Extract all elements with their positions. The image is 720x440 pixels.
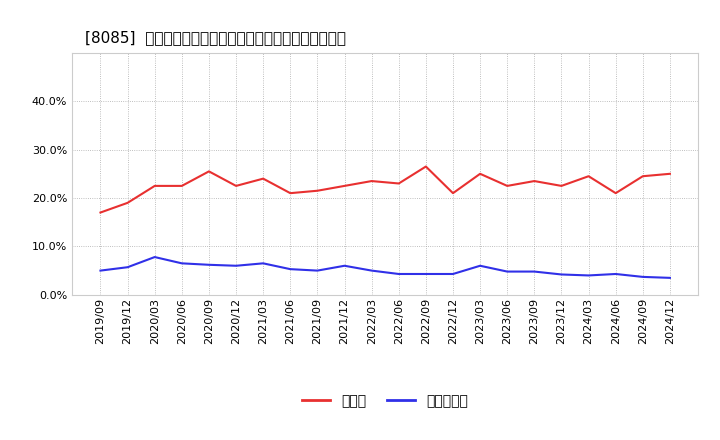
有利子負債	[584, 273, 593, 278]
有利子負債	[611, 271, 620, 277]
Text: [8085]  現預金、有利子負債の総資産に対する比率の推移: [8085] 現預金、有利子負債の総資産に対する比率の推移	[84, 29, 346, 45]
有利子負債	[232, 263, 240, 268]
有利子負債	[665, 275, 674, 281]
有利子負債	[259, 260, 268, 266]
有利子負債	[178, 260, 186, 266]
有利子負債	[96, 268, 105, 273]
有利子負債	[557, 272, 566, 277]
現預金	[123, 200, 132, 205]
有利子負債	[313, 268, 322, 273]
有利子負債	[503, 269, 511, 274]
現預金	[421, 164, 430, 169]
現預金	[639, 173, 647, 179]
現預金	[395, 181, 403, 186]
現預金	[584, 173, 593, 179]
現預金	[341, 183, 349, 188]
現預金	[367, 179, 376, 184]
有利子負債	[150, 254, 159, 260]
現預金	[259, 176, 268, 181]
現預金	[313, 188, 322, 194]
有利子負債	[449, 271, 457, 277]
Line: 有利子負債: 有利子負債	[101, 257, 670, 278]
有利子負債	[341, 263, 349, 268]
現預金	[204, 169, 213, 174]
有利子負債	[530, 269, 539, 274]
有利子負債	[367, 268, 376, 273]
現預金	[96, 210, 105, 215]
有利子負債	[421, 271, 430, 277]
現預金	[150, 183, 159, 188]
Line: 現預金: 現預金	[101, 166, 670, 213]
現預金	[178, 183, 186, 188]
現預金	[611, 191, 620, 196]
有利子負債	[204, 262, 213, 268]
有利子負債	[123, 264, 132, 270]
現預金	[449, 191, 457, 196]
現預金	[557, 183, 566, 188]
Legend: 現預金, 有利子負債: 現預金, 有利子負債	[297, 389, 474, 414]
現預金	[665, 171, 674, 176]
有利子負債	[395, 271, 403, 277]
有利子負債	[639, 274, 647, 279]
現預金	[530, 179, 539, 184]
有利子負債	[476, 263, 485, 268]
現預金	[476, 171, 485, 176]
現預金	[286, 191, 294, 196]
現預金	[232, 183, 240, 188]
有利子負債	[286, 267, 294, 272]
現預金	[503, 183, 511, 188]
